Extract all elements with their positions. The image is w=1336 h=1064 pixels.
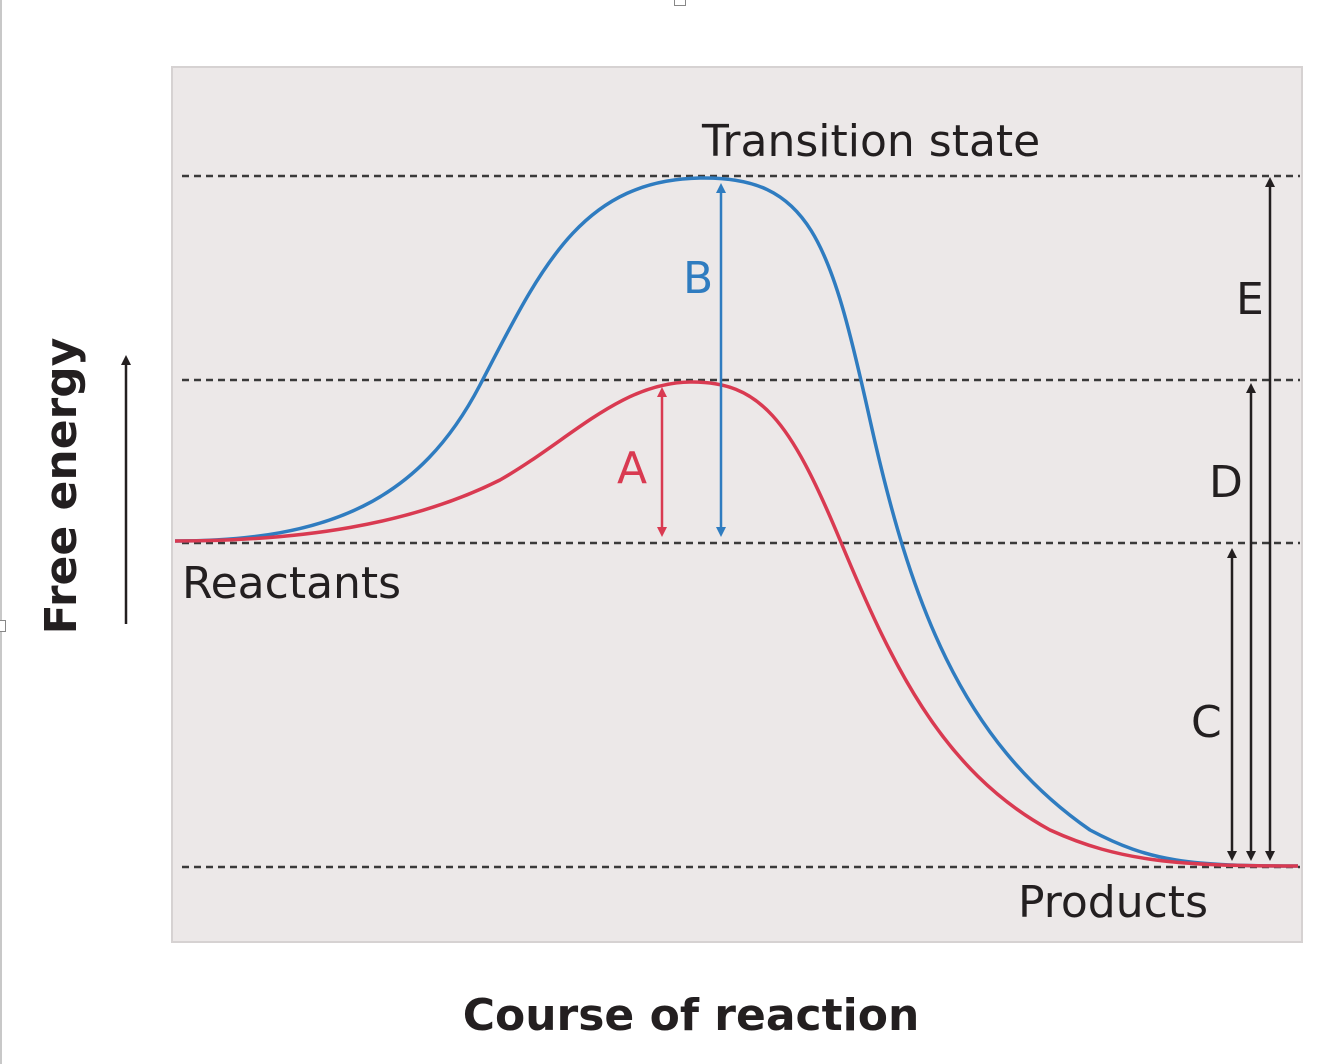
arrow-c-label: C (1191, 697, 1222, 748)
resize-handle-top[interactable] (674, 0, 686, 6)
arrow-e-label: E (1236, 274, 1264, 325)
arrow-a-label: A (617, 443, 647, 494)
uncatalyzed-curve (174, 176, 1299, 868)
products-label: Products (1018, 877, 1208, 928)
frame-edge (0, 0, 2, 1064)
resize-handle-left[interactable] (0, 620, 6, 632)
transition-state-label: Transition state (701, 116, 1040, 167)
catalyzed-curve (174, 380, 1299, 868)
y-axis-label: Free energy (36, 338, 87, 635)
x-axis-label: Course of reaction (463, 990, 920, 1041)
reactants-label: Reactants (182, 558, 401, 609)
arrow-d-label: D (1209, 457, 1243, 508)
plot-panel (171, 66, 1303, 943)
arrow-b-label: B (683, 253, 713, 304)
